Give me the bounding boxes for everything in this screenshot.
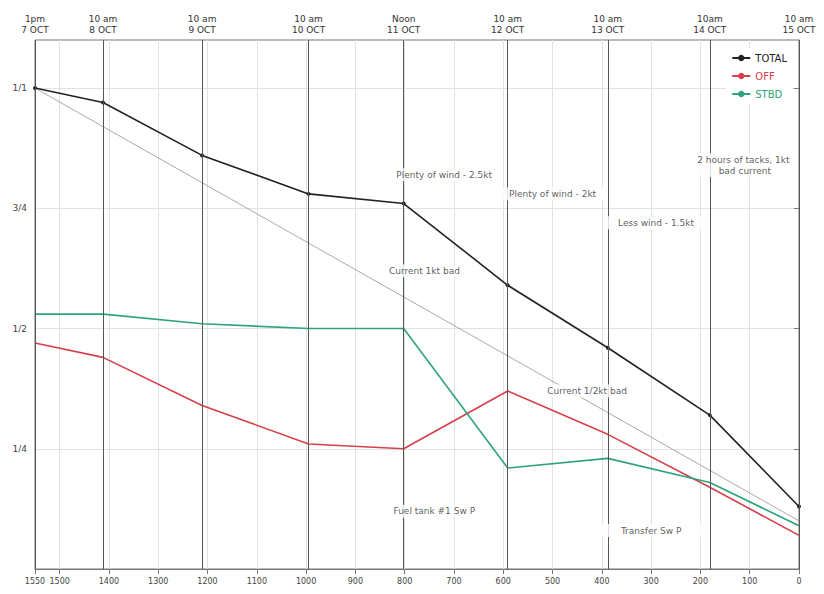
svg-text:12 OCT: 12 OCT xyxy=(491,25,525,35)
svg-text:Current 1/2kt bad: Current 1/2kt bad xyxy=(547,386,627,396)
svg-text:STBD: STBD xyxy=(755,89,782,100)
svg-text:Current 1kt bad: Current 1kt bad xyxy=(389,266,460,276)
svg-text:15 OCT: 15 OCT xyxy=(782,25,816,35)
svg-text:10 am: 10 am xyxy=(89,14,118,24)
svg-text:200: 200 xyxy=(693,577,708,586)
svg-text:8 OCT: 8 OCT xyxy=(89,25,117,35)
svg-text:7 OCT: 7 OCT xyxy=(21,25,49,35)
svg-text:Noon: Noon xyxy=(392,14,415,24)
svg-text:500: 500 xyxy=(545,577,560,586)
svg-text:700: 700 xyxy=(446,577,461,586)
svg-text:10 am: 10 am xyxy=(593,14,622,24)
svg-text:Less wind - 1.5kt: Less wind - 1.5kt xyxy=(618,218,694,228)
svg-text:14 OCT: 14 OCT xyxy=(693,25,727,35)
svg-text:Plenty of wind - 2.5kt: Plenty of wind - 2.5kt xyxy=(396,170,492,180)
svg-text:TOTAL: TOTAL xyxy=(754,53,787,64)
svg-text:300: 300 xyxy=(643,577,658,586)
svg-text:1400: 1400 xyxy=(99,577,119,586)
svg-text:1200: 1200 xyxy=(197,577,217,586)
svg-text:10 am: 10 am xyxy=(294,14,323,24)
svg-text:600: 600 xyxy=(496,577,511,586)
svg-text:10 am: 10 am xyxy=(188,14,217,24)
svg-text:Transfer Sw P: Transfer Sw P xyxy=(620,526,682,536)
svg-text:9 OCT: 9 OCT xyxy=(188,25,216,35)
svg-text:100: 100 xyxy=(742,577,757,586)
svg-text:2 hours of tacks, 1kt: 2 hours of tacks, 1kt xyxy=(697,155,792,165)
svg-text:1/4: 1/4 xyxy=(13,444,28,454)
svg-text:400: 400 xyxy=(594,577,609,586)
svg-text:1300: 1300 xyxy=(148,577,168,586)
svg-text:10 OCT: 10 OCT xyxy=(292,25,326,35)
svg-text:13 OCT: 13 OCT xyxy=(591,25,625,35)
svg-text:1/2: 1/2 xyxy=(13,324,27,334)
svg-text:11 OCT: 11 OCT xyxy=(387,25,421,35)
svg-text:Plenty of wind - 2kt: Plenty of wind - 2kt xyxy=(509,189,597,199)
svg-text:10am: 10am xyxy=(697,14,723,24)
svg-text:800: 800 xyxy=(397,577,412,586)
svg-text:1550: 1550 xyxy=(25,577,45,586)
svg-text:1/1: 1/1 xyxy=(13,83,27,93)
svg-text:3/4: 3/4 xyxy=(13,203,28,213)
svg-text:0: 0 xyxy=(796,577,801,586)
svg-text:bad current: bad current xyxy=(719,166,772,176)
svg-text:Fuel tank #1 Sw P: Fuel tank #1 Sw P xyxy=(393,506,475,516)
svg-text:OFF: OFF xyxy=(755,71,775,82)
svg-text:10 am: 10 am xyxy=(785,14,814,24)
svg-text:1100: 1100 xyxy=(247,577,267,586)
svg-text:1500: 1500 xyxy=(49,577,69,586)
svg-text:1000: 1000 xyxy=(296,577,316,586)
svg-text:1pm: 1pm xyxy=(25,14,45,24)
svg-text:10 am: 10 am xyxy=(493,14,522,24)
svg-text:900: 900 xyxy=(348,577,363,586)
